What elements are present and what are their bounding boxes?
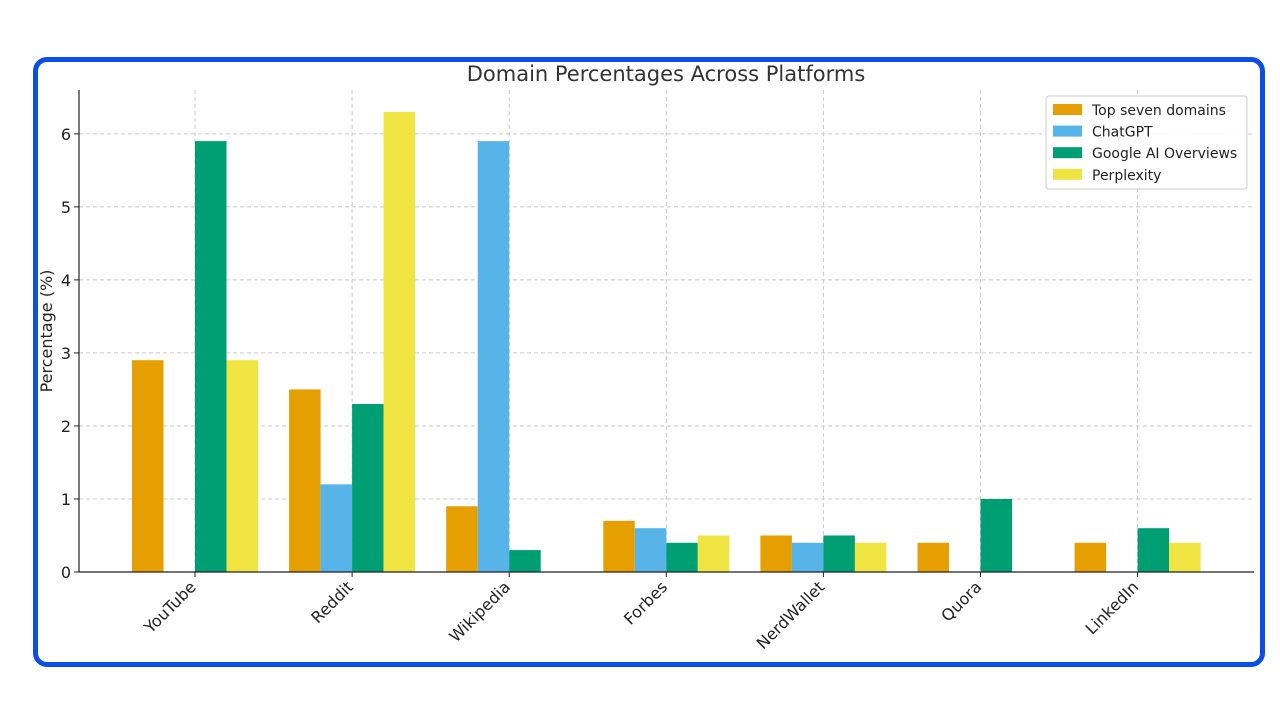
bars (132, 111, 1201, 572)
x-tick-label: YouTube (140, 577, 200, 637)
bar-google-ai-overviews-reddit (352, 404, 384, 572)
bar-google-ai-overviews-forbes (666, 542, 698, 572)
bar-google-ai-overviews-wikipedia (509, 550, 541, 572)
x-tick-label: Quora (937, 577, 985, 625)
bar-google-ai-overviews-youtube (195, 141, 227, 572)
legend: Top seven domains ChatGPT Google AI Overvi… (1045, 95, 1248, 190)
legend-swatch-chatgpt (1053, 125, 1082, 137)
legend-box (1045, 95, 1248, 190)
bar-top-seven-domains-nerdwallet (760, 535, 792, 572)
chart-title: Domain Percentages Across Platforms (467, 62, 866, 86)
bar-google-ai-overviews-quora (980, 498, 1012, 572)
bar-perplexity-nerdwallet (854, 542, 887, 572)
y-tick-label: 1 (61, 490, 71, 509)
y-tick-label: 6 (61, 125, 71, 144)
bar-top-seven-domains-linkedin (1074, 542, 1107, 572)
x-tick-label: NerdWallet (753, 577, 829, 653)
axes (74, 90, 1254, 577)
x-tick-label: LinkedIn (1082, 577, 1143, 638)
bar-perplexity-youtube (226, 360, 258, 572)
y-tick-label: 5 (61, 198, 71, 217)
x-tick-label: Reddit (307, 577, 357, 627)
bar-top-seven-domains-wikipedia (446, 506, 478, 572)
bar-perplexity-reddit (383, 111, 416, 572)
legend-swatch-google-ai-overviews (1053, 147, 1082, 159)
bar-top-seven-domains-forbes (603, 520, 635, 572)
legend-swatch-top-seven-domains (1053, 104, 1082, 115)
y-tick-label: 2 (61, 417, 71, 436)
bar-top-seven-domains-youtube (132, 360, 164, 572)
legend-label-chatgpt: ChatGPT (1092, 125, 1153, 141)
bar-top-seven-domains-quora (917, 542, 949, 572)
bar-top-seven-domains-reddit (289, 389, 321, 572)
bar-google-ai-overviews-linkedin (1137, 528, 1170, 572)
x-tick-label: Forbes (620, 577, 671, 628)
y-tick-label: 0 (61, 563, 71, 582)
y-tick-label: 3 (61, 344, 71, 363)
bar-perplexity-linkedin (1169, 542, 1201, 572)
bar-perplexity-forbes (697, 535, 730, 572)
bar-chatgpt-wikipedia (477, 141, 510, 572)
bar-chatgpt-nerdwallet (791, 542, 824, 572)
legend-label-google-ai-overviews: Google AI Overviews (1092, 146, 1237, 162)
y-tick-label: 4 (61, 271, 71, 290)
legend-swatch-perplexity (1053, 168, 1082, 180)
legend-label-perplexity: Perplexity (1092, 168, 1161, 184)
x-tick-label: Wikipedia (445, 577, 514, 646)
bar-chatgpt-forbes (634, 528, 667, 572)
legend-label-top-seven-domains: Top seven domains (1091, 103, 1226, 119)
bar-google-ai-overviews-nerdwallet (823, 535, 855, 572)
y-axis-label: Percentage (%) (37, 270, 56, 393)
bar-chatgpt-reddit (320, 484, 353, 572)
